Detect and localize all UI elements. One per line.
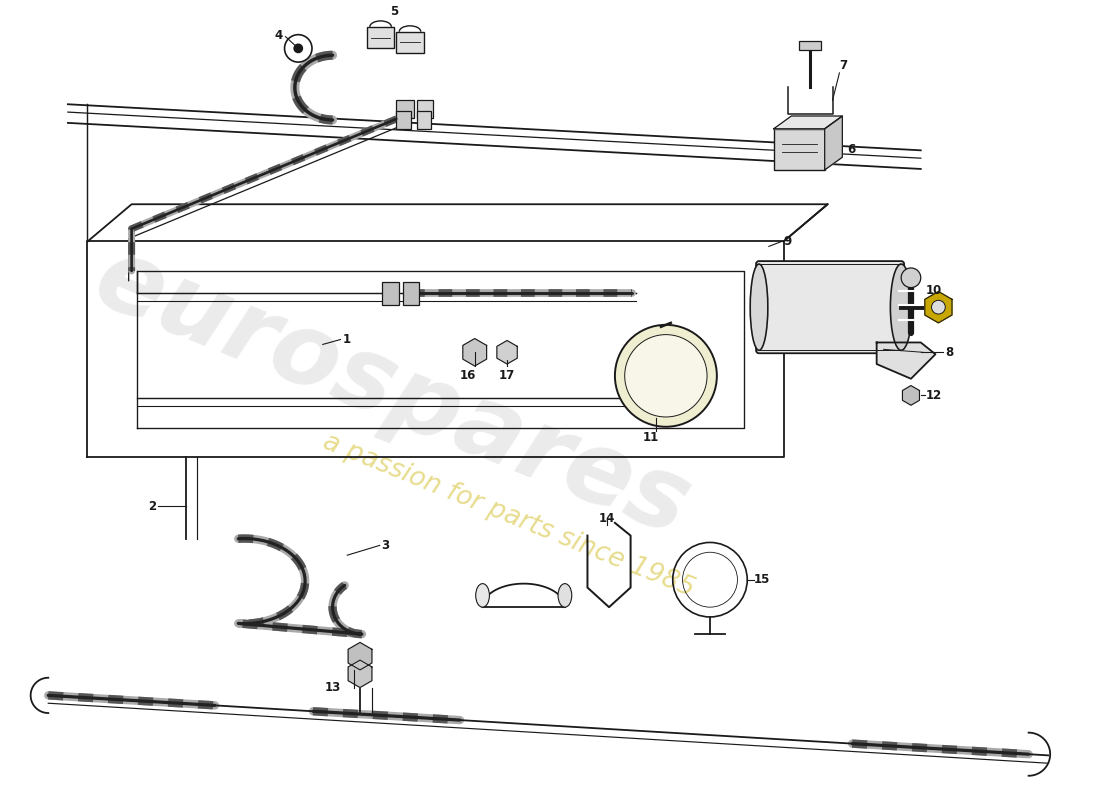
Text: 5: 5 [390, 5, 398, 18]
Text: 9: 9 [783, 235, 792, 248]
Text: 12: 12 [926, 389, 942, 402]
FancyBboxPatch shape [404, 282, 419, 306]
Text: 15: 15 [755, 574, 770, 586]
Text: 2: 2 [148, 500, 156, 513]
Ellipse shape [475, 584, 490, 607]
FancyBboxPatch shape [396, 111, 411, 129]
Polygon shape [348, 660, 372, 687]
Text: 11: 11 [644, 431, 659, 444]
Circle shape [901, 268, 921, 287]
FancyBboxPatch shape [800, 41, 821, 50]
FancyBboxPatch shape [417, 111, 430, 129]
FancyBboxPatch shape [382, 282, 399, 306]
FancyBboxPatch shape [756, 261, 904, 354]
FancyBboxPatch shape [396, 100, 414, 118]
Polygon shape [497, 341, 517, 364]
Polygon shape [773, 116, 843, 129]
Ellipse shape [890, 264, 912, 350]
Text: 13: 13 [324, 681, 341, 694]
Text: 1: 1 [342, 333, 351, 346]
FancyBboxPatch shape [773, 129, 825, 170]
Text: 14: 14 [598, 513, 615, 526]
Text: 7: 7 [839, 58, 847, 71]
Polygon shape [925, 291, 952, 323]
Text: 3: 3 [382, 539, 389, 552]
Polygon shape [825, 116, 843, 170]
Circle shape [932, 300, 945, 314]
Text: 8: 8 [945, 346, 954, 358]
Polygon shape [463, 338, 486, 366]
FancyBboxPatch shape [367, 27, 394, 48]
Circle shape [615, 325, 717, 426]
Text: 16: 16 [460, 370, 476, 382]
Text: 6: 6 [847, 143, 856, 156]
Text: eurospares: eurospares [80, 230, 703, 557]
Polygon shape [902, 386, 920, 406]
Text: a passion for parts since 1985: a passion for parts since 1985 [319, 430, 698, 602]
Text: 10: 10 [926, 284, 942, 297]
Polygon shape [348, 642, 372, 670]
Polygon shape [877, 342, 935, 378]
Ellipse shape [558, 584, 572, 607]
Text: 4: 4 [275, 29, 283, 42]
Text: 17: 17 [499, 370, 515, 382]
Circle shape [285, 34, 312, 62]
Ellipse shape [750, 264, 768, 350]
FancyBboxPatch shape [417, 100, 432, 118]
FancyBboxPatch shape [396, 32, 424, 54]
Circle shape [294, 43, 304, 54]
Circle shape [625, 334, 707, 417]
